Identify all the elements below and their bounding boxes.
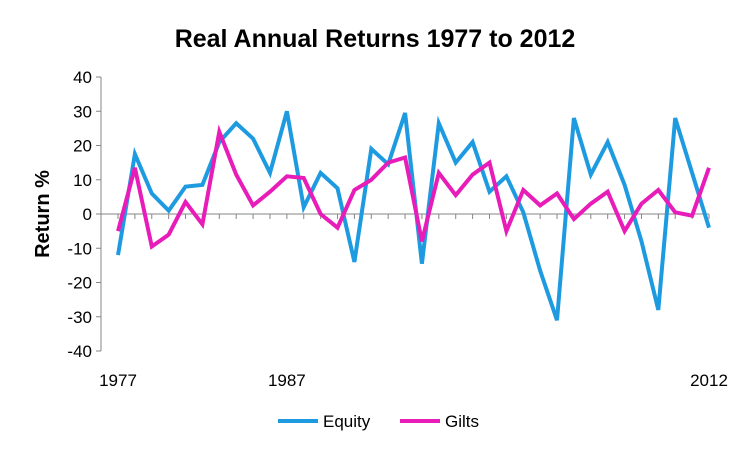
x-tick-label: 2012 [690,371,728,390]
series-layer [116,110,711,321]
y-tick-label: 0 [83,205,92,224]
y-tick-label: -10 [67,239,92,258]
y-tick-label: 30 [73,102,92,121]
equity-series-line [116,110,711,321]
x-tick-label: 1977 [99,371,137,390]
y-tick-label: -40 [67,342,92,361]
gilts-series-line [116,124,711,250]
x-tick-label: 1987 [268,371,306,390]
y-tick-label: 10 [73,171,92,190]
legend: Equity Gilts [278,412,479,431]
y-axis-label: Return % [32,170,54,258]
y-tick-label: 20 [73,137,92,156]
y-tick-label: -20 [67,274,92,293]
chart-title: Real Annual Returns 1977 to 2012 [175,25,576,53]
y-tick-label: 40 [73,68,92,87]
equity-legend-label: Equity [323,412,371,431]
gilts-legend-label: Gilts [445,412,479,431]
y-tick-label: -30 [67,308,92,327]
axes: 40 30 20 10 0 -10 -20 -30 -40 1977 1987 2012 [67,68,727,390]
